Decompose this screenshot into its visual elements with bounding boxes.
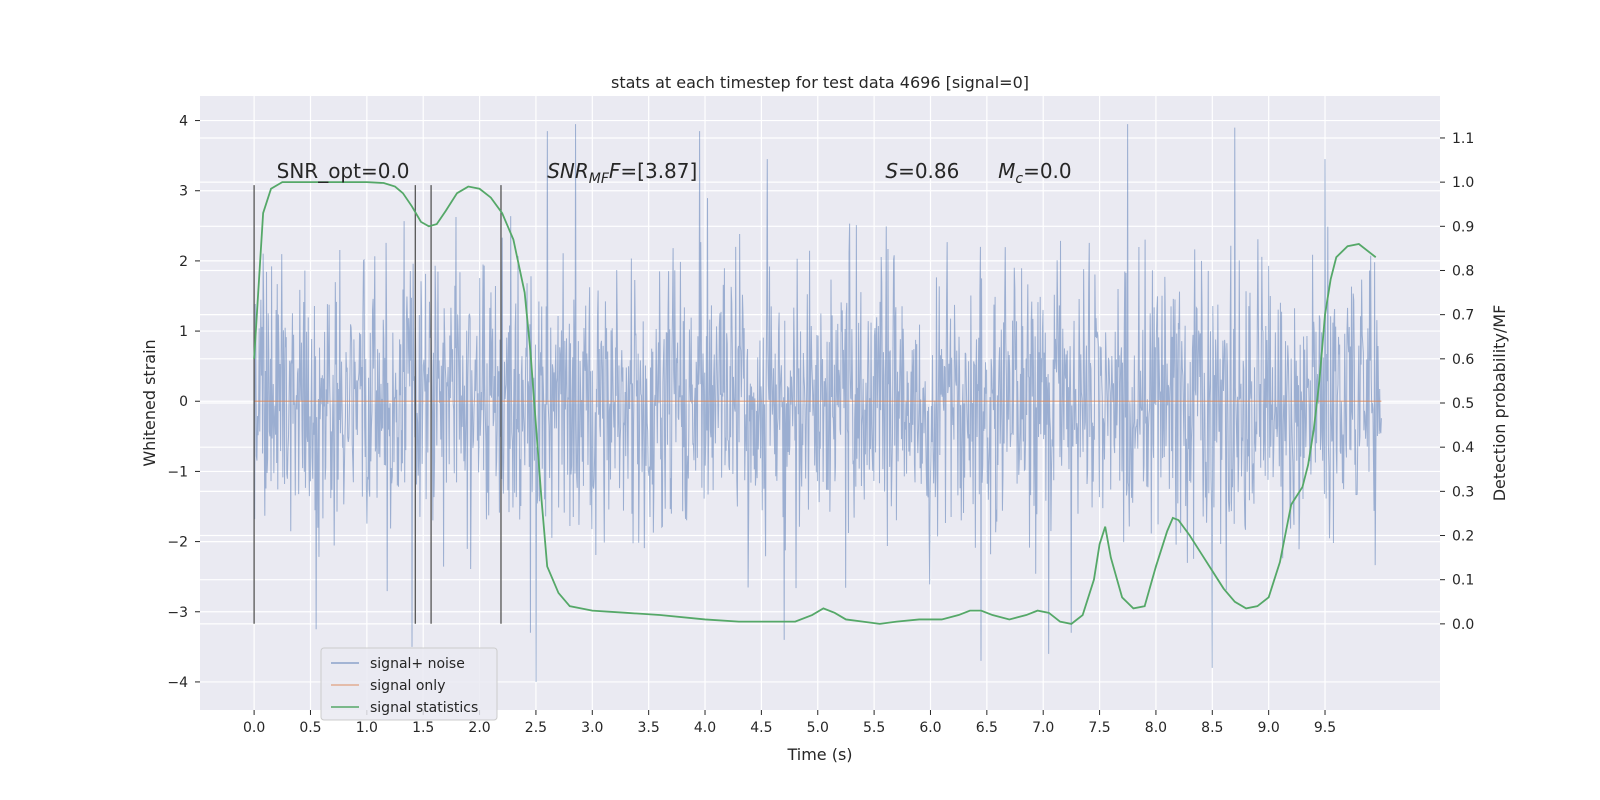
y-tick-label-6: −2	[167, 535, 188, 551]
y2-tick-label-4: 0.7	[1452, 308, 1474, 324]
legend-frame	[320, 647, 498, 721]
y2-tick-label-1: 1.0	[1452, 175, 1474, 191]
annotation-1: SNRMFF=[3.87]	[547, 159, 697, 187]
x-tick-label-0: 0.0	[243, 720, 265, 736]
x-tick-label-4: 2.0	[468, 720, 490, 736]
annotation-3-value: =0.0	[1023, 159, 1072, 183]
annotation-0-value: SNR_opt=0.0	[277, 159, 410, 183]
legend: signal+ noise signal only signal statist…	[320, 647, 498, 721]
y-tick-label-5: −1	[167, 464, 188, 480]
noise-line	[253, 124, 1382, 682]
annotation-2-value: =0.86	[898, 159, 959, 183]
x-tick-label-16: 8.0	[1145, 720, 1167, 736]
chart-title: stats at each timestep for test data 469…	[611, 73, 1029, 92]
y2-tick-label-8: 0.3	[1452, 484, 1474, 500]
x-tick-label-10: 5.0	[807, 720, 829, 736]
y-tick-label-2: 2	[179, 254, 188, 270]
x-tick-label-6: 3.0	[581, 720, 603, 736]
vertical-markers	[253, 185, 502, 624]
annotation-1-value: =[3.87]	[620, 159, 697, 183]
annotations: SNR_opt=0.0 SNRMFF=[3.87] S=0.86 Mc=0.0	[277, 159, 1072, 187]
y2-tick-label-2: 0.9	[1452, 219, 1474, 235]
x-tick-label-12: 6.0	[919, 720, 941, 736]
y-tick-label-4: 0	[179, 394, 188, 410]
x-tick-label-3: 1.5	[412, 720, 434, 736]
series-signal-noise	[253, 124, 1382, 682]
y2-tick-label-5: 0.6	[1452, 352, 1474, 368]
y2-tick-label-11: 0.0	[1452, 617, 1474, 633]
y2-tick-label-6: 0.5	[1452, 396, 1474, 412]
y-axis-ticks: 4 3 2 1 0 −1 −2 −3 −4	[167, 114, 200, 691]
x-tick-label-11: 5.5	[863, 720, 885, 736]
y-tick-label-3: 1	[179, 324, 188, 340]
y2-tick-label-10: 0.1	[1452, 573, 1474, 589]
x-tick-label-14: 7.0	[1032, 720, 1054, 736]
x-tick-label-8: 4.0	[694, 720, 716, 736]
series-signal-statistics	[253, 181, 1377, 625]
y-tick-label-0: 4	[179, 114, 188, 130]
legend-label-signal-statistics: signal statistics	[370, 700, 478, 716]
legend-label-signal-only: signal only	[370, 678, 445, 694]
y-axis-label: Whitened strain	[140, 339, 159, 466]
y-tick-label-1: 3	[179, 184, 188, 200]
annotation-2-symbol: S	[885, 159, 898, 183]
y2-tick-label-3: 0.8	[1452, 263, 1474, 279]
annotation-1-subscript: MF	[589, 171, 610, 187]
annotation-1-symbol: SNR	[547, 159, 589, 183]
x-tick-label-13: 6.5	[976, 720, 998, 736]
annotation-3-subscript: c	[1015, 171, 1023, 187]
x-tick-label-5: 2.5	[525, 720, 547, 736]
x-tick-label-1: 0.5	[299, 720, 321, 736]
y2-tick-label-7: 0.4	[1452, 440, 1474, 456]
y2-axis-ticks: 1.1 1.0 0.9 0.8 0.7 0.6 0.5 0.4 0.3 0.2 0.1 0.0	[1440, 131, 1474, 633]
x-tick-label-9: 4.5	[750, 720, 772, 736]
y2-tick-label-9: 0.2	[1452, 529, 1474, 545]
x-tick-label-17: 8.5	[1201, 720, 1223, 736]
x-tick-label-18: 9.0	[1258, 720, 1280, 736]
x-axis-label: Time (s)	[786, 745, 852, 764]
signal-statistics-line	[253, 181, 1377, 625]
annotation-1-suffix: F	[609, 159, 621, 183]
x-tick-label-15: 7.5	[1088, 720, 1110, 736]
annotation-3-symbol: M	[998, 159, 1015, 183]
x-tick-label-19: 9.5	[1314, 720, 1336, 736]
x-tick-label-7: 3.5	[638, 720, 660, 736]
annotation-3: Mc=0.0	[998, 159, 1072, 187]
annotation-2: S=0.86	[885, 159, 959, 183]
x-axis-ticks: 0.0 0.5 1.0 1.5 2.0 2.5 3.0 3.5 4.0 4.5 5.0 5.5 6.0 6…	[243, 710, 1336, 736]
y2-axis-label: Detection probability/MF	[1490, 305, 1509, 502]
annotation-0: SNR_opt=0.0	[277, 159, 410, 183]
legend-label-signal-noise: signal+ noise	[370, 656, 465, 672]
y-tick-label-7: −3	[167, 605, 188, 621]
y2-tick-label-0: 1.1	[1452, 131, 1474, 147]
y-tick-label-8: −4	[167, 675, 188, 691]
x-tick-label-2: 1.0	[356, 720, 378, 736]
